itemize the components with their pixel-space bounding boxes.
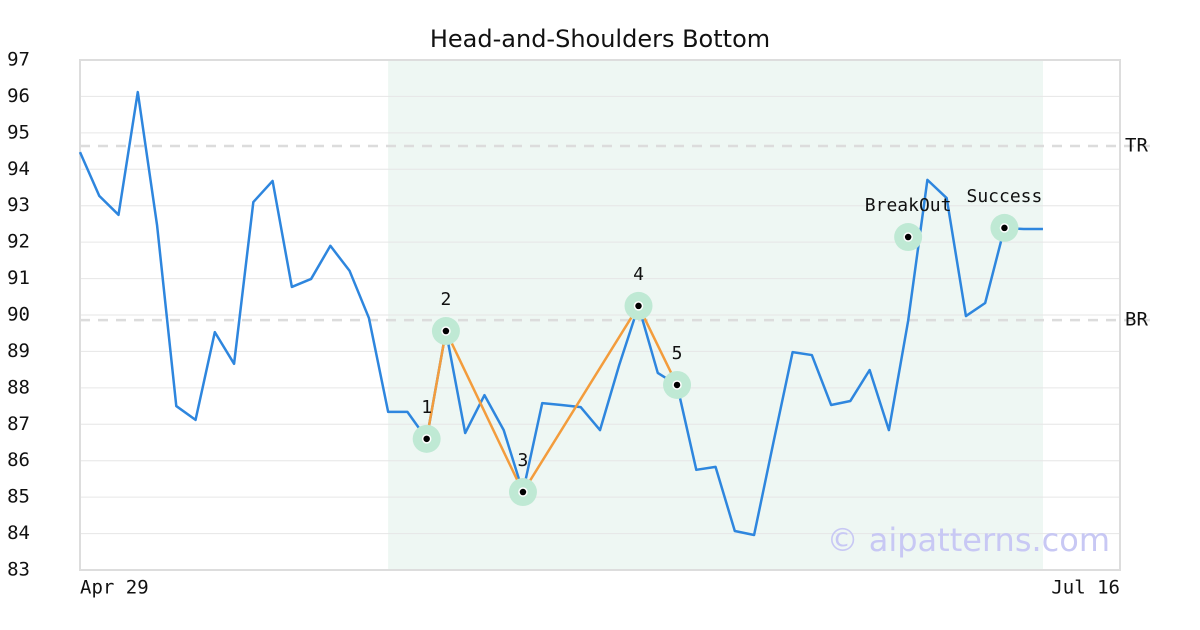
marker-dot bbox=[518, 487, 528, 497]
y-tick-label: 96 bbox=[7, 85, 30, 107]
plot-frame bbox=[79, 59, 1121, 571]
y-tick-label: 88 bbox=[7, 376, 30, 398]
marker-dot bbox=[633, 301, 644, 311]
y-tick-label: 84 bbox=[7, 522, 30, 544]
marker-label: 3 bbox=[518, 450, 529, 471]
y-tick-label: 94 bbox=[7, 158, 30, 180]
marker-dot bbox=[903, 232, 913, 242]
level-label: BR bbox=[1125, 309, 1148, 331]
y-tick-label: 97 bbox=[7, 49, 30, 71]
y-tick-label: 93 bbox=[7, 194, 30, 216]
watermark: © aipatterns.com bbox=[827, 521, 1110, 559]
y-tick-label: 89 bbox=[7, 340, 30, 362]
level-label: TR bbox=[1125, 134, 1148, 156]
y-tick-label: 85 bbox=[7, 486, 30, 508]
y-tick-label: 83 bbox=[7, 559, 30, 581]
y-tick-label: 95 bbox=[7, 121, 30, 143]
y-tick-label: 90 bbox=[7, 304, 30, 326]
x-tick-label: Apr 29 bbox=[80, 577, 149, 599]
y-tick-label: 86 bbox=[7, 449, 30, 471]
marker-label: 2 bbox=[441, 289, 452, 310]
chart-title: Head-and-Shoulders Bottom bbox=[430, 25, 770, 53]
marker-label: 4 bbox=[633, 264, 644, 285]
x-tick-label: Jul 16 bbox=[1051, 577, 1120, 599]
marker-dot bbox=[672, 380, 682, 390]
y-tick-label: 87 bbox=[7, 413, 30, 435]
price-line bbox=[78, 90, 1043, 537]
y-tick-label: 92 bbox=[7, 231, 30, 253]
marker-label: 5 bbox=[672, 343, 683, 364]
y-tick-label: 91 bbox=[7, 267, 30, 289]
marker-dot bbox=[999, 223, 1010, 233]
marker-dot bbox=[421, 434, 432, 444]
marker-label: BreakOut bbox=[865, 195, 952, 216]
marker-label: 1 bbox=[421, 397, 432, 418]
marker-label: Success bbox=[967, 186, 1043, 207]
marker-dot bbox=[441, 326, 451, 336]
